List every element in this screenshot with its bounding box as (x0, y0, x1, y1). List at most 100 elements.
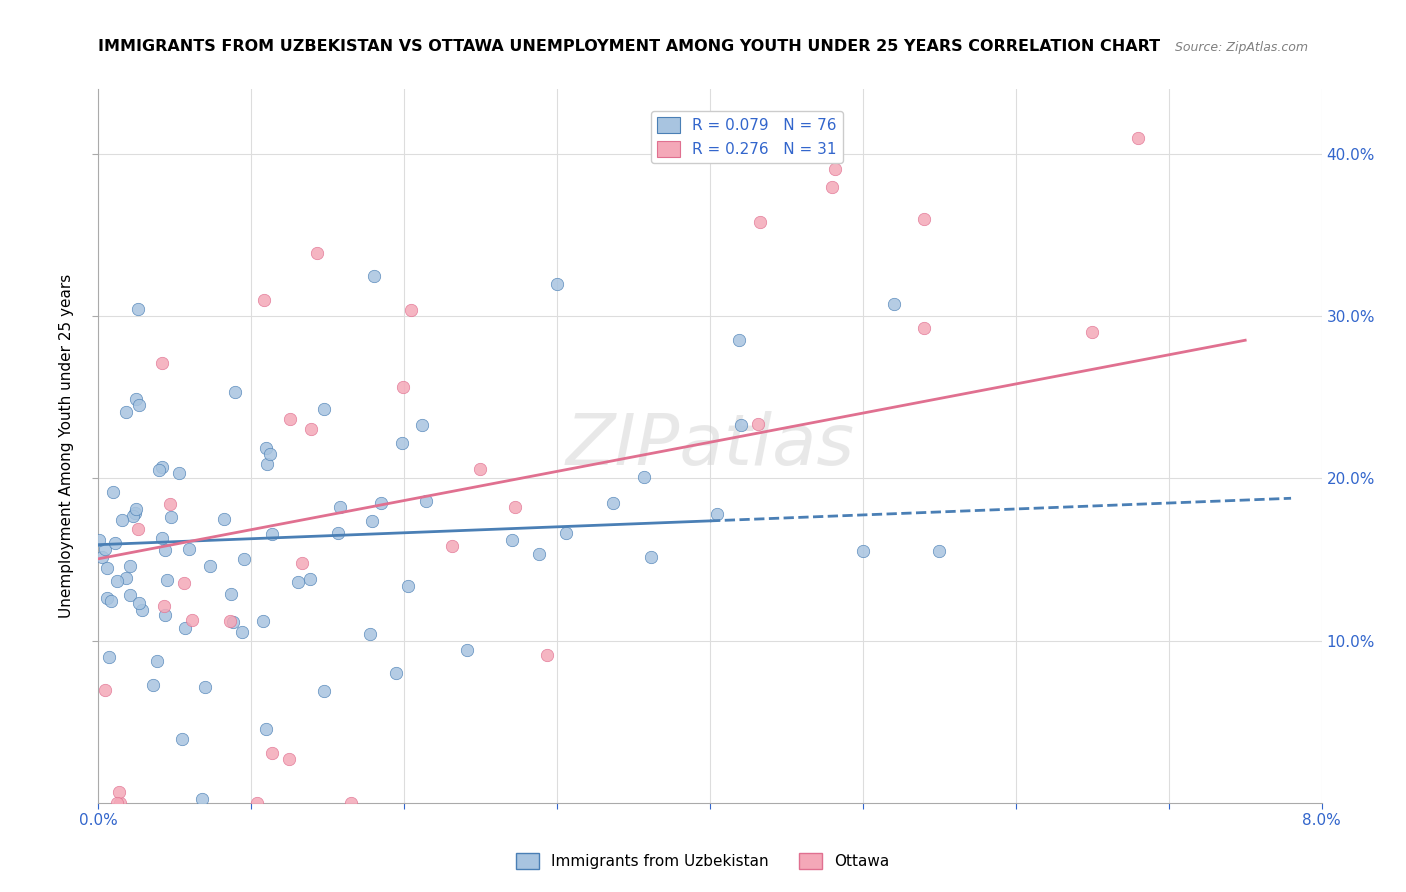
Immigrants from Uzbekistan (89, 533, 111, 547)
Immigrants from Uzbekistan (254, 441, 277, 455)
Immigrants from Uzbekistan (252, 614, 274, 628)
Immigrants from Uzbekistan (115, 570, 138, 584)
Immigrants from Uzbekistan (191, 792, 214, 806)
Ottawa (299, 422, 322, 436)
Immigrants from Uzbekistan (91, 549, 114, 564)
Immigrants from Uzbekistan (94, 541, 117, 556)
Immigrants from Uzbekistan (363, 268, 385, 283)
Immigrants from Uzbekistan (370, 496, 392, 510)
Immigrants from Uzbekistan (173, 620, 195, 634)
Ottawa (127, 522, 149, 536)
Ottawa (1081, 325, 1104, 339)
Immigrants from Uzbekistan (101, 485, 124, 500)
Immigrants from Uzbekistan (212, 512, 235, 526)
Immigrants from Uzbekistan (111, 513, 134, 527)
Immigrants from Uzbekistan (224, 385, 246, 400)
Immigrants from Uzbekistan (150, 460, 173, 475)
Immigrants from Uzbekistan (546, 277, 568, 291)
Ottawa (278, 752, 301, 766)
Immigrants from Uzbekistan (115, 405, 138, 419)
Ottawa (1128, 131, 1150, 145)
Ottawa (173, 576, 195, 591)
Ottawa (748, 214, 770, 228)
Immigrants from Uzbekistan (96, 561, 118, 575)
Immigrants from Uzbekistan (118, 588, 141, 602)
Y-axis label: Unemployment Among Youth under 25 years: Unemployment Among Youth under 25 years (59, 274, 75, 618)
Text: Source: ZipAtlas.com: Source: ZipAtlas.com (1174, 40, 1308, 54)
Immigrants from Uzbekistan (411, 418, 433, 433)
Immigrants from Uzbekistan (172, 731, 194, 746)
Immigrants from Uzbekistan (222, 615, 245, 629)
Ottawa (391, 380, 413, 394)
Immigrants from Uzbekistan (127, 302, 149, 317)
Immigrants from Uzbekistan (287, 575, 309, 590)
Ottawa (912, 320, 935, 334)
Ottawa (503, 500, 526, 515)
Legend: R = 0.079   N = 76, R = 0.276   N = 31: R = 0.079 N = 76, R = 0.276 N = 31 (651, 112, 842, 163)
Immigrants from Uzbekistan (298, 572, 321, 586)
Immigrants from Uzbekistan (602, 496, 624, 510)
Ottawa (94, 682, 117, 697)
Immigrants from Uzbekistan (883, 297, 905, 311)
Immigrants from Uzbekistan (231, 624, 253, 639)
Immigrants from Uzbekistan (153, 543, 176, 558)
Immigrants from Uzbekistan (128, 398, 150, 412)
Immigrants from Uzbekistan (730, 418, 752, 433)
Immigrants from Uzbekistan (361, 514, 384, 528)
Immigrants from Uzbekistan (326, 526, 349, 541)
Immigrants from Uzbekistan (142, 678, 165, 692)
Text: ZIPatlas: ZIPatlas (565, 411, 855, 481)
Immigrants from Uzbekistan (329, 500, 352, 515)
Immigrants from Uzbekistan (105, 574, 128, 588)
Ottawa (181, 614, 204, 628)
Immigrants from Uzbekistan (928, 544, 950, 558)
Ottawa (747, 417, 769, 432)
Ottawa (821, 179, 844, 194)
Immigrants from Uzbekistan (312, 683, 335, 698)
Immigrants from Uzbekistan (256, 457, 278, 471)
Ottawa (110, 796, 132, 810)
Ottawa (150, 356, 173, 370)
Immigrants from Uzbekistan (96, 591, 118, 605)
Ottawa (159, 497, 181, 511)
Ottawa (824, 161, 846, 176)
Ottawa (291, 556, 314, 570)
Immigrants from Uzbekistan (415, 494, 437, 508)
Ottawa (105, 796, 128, 810)
Ottawa (401, 303, 423, 318)
Immigrants from Uzbekistan (314, 401, 336, 416)
Immigrants from Uzbekistan (153, 607, 176, 622)
Immigrants from Uzbekistan (852, 544, 875, 558)
Immigrants from Uzbekistan (555, 525, 578, 540)
Immigrants from Uzbekistan (259, 447, 281, 461)
Ottawa (470, 461, 492, 475)
Text: IMMIGRANTS FROM UZBEKISTAN VS OTTAWA UNEMPLOYMENT AMONG YOUTH UNDER 25 YEARS COR: IMMIGRANTS FROM UZBEKISTAN VS OTTAWA UNE… (98, 38, 1160, 54)
Immigrants from Uzbekistan (124, 392, 146, 406)
Immigrants from Uzbekistan (100, 593, 122, 607)
Immigrants from Uzbekistan (527, 547, 550, 561)
Immigrants from Uzbekistan (104, 536, 127, 550)
Legend: Immigrants from Uzbekistan, Ottawa: Immigrants from Uzbekistan, Ottawa (510, 847, 896, 875)
Ottawa (253, 293, 276, 307)
Immigrants from Uzbekistan (194, 680, 217, 694)
Ottawa (108, 785, 131, 799)
Ottawa (153, 599, 176, 613)
Immigrants from Uzbekistan (177, 542, 200, 557)
Immigrants from Uzbekistan (391, 436, 413, 450)
Ottawa (307, 246, 329, 260)
Immigrants from Uzbekistan (159, 510, 181, 524)
Immigrants from Uzbekistan (262, 527, 284, 541)
Ottawa (340, 796, 363, 810)
Immigrants from Uzbekistan (118, 559, 141, 574)
Ottawa (278, 411, 301, 425)
Immigrants from Uzbekistan (232, 552, 254, 566)
Immigrants from Uzbekistan (98, 649, 121, 664)
Immigrants from Uzbekistan (456, 643, 478, 657)
Immigrants from Uzbekistan (706, 508, 728, 522)
Ottawa (912, 211, 935, 226)
Immigrants from Uzbekistan (125, 502, 148, 516)
Immigrants from Uzbekistan (145, 654, 167, 668)
Immigrants from Uzbekistan (384, 666, 406, 681)
Immigrants from Uzbekistan (169, 467, 191, 481)
Immigrants from Uzbekistan (254, 722, 277, 736)
